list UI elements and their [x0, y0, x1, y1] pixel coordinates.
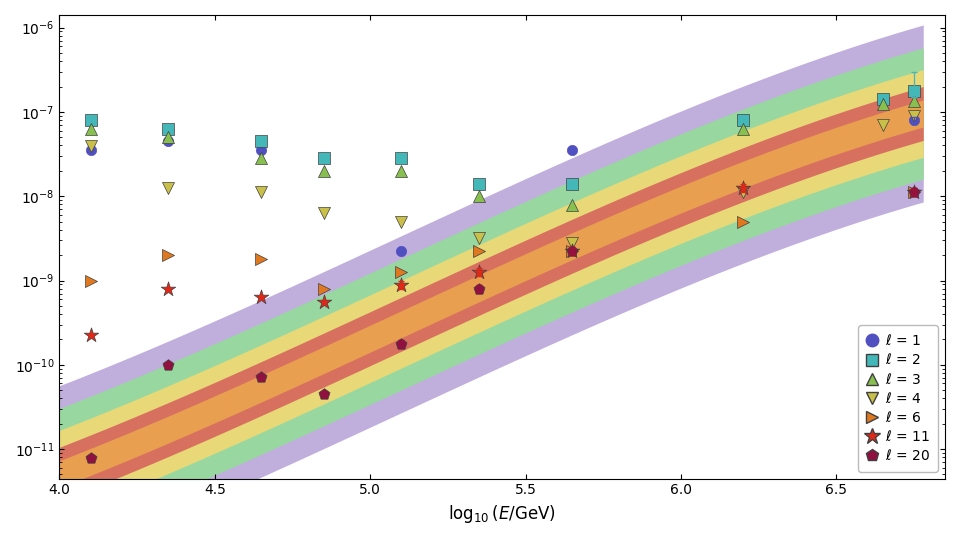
$\ell$ = 20: [906, 188, 922, 197]
$\ell$ = 3: [160, 133, 176, 141]
$\ell$ = 1: [83, 146, 98, 154]
$\ell$ = 4: [394, 217, 409, 226]
$\ell$ = 4: [316, 209, 331, 218]
$\ell$ = 2: [876, 95, 891, 104]
$\ell$ = 4: [735, 188, 751, 197]
$\ell$ = 11: [471, 268, 487, 276]
$\ell$ = 11: [906, 188, 922, 197]
$\ell$ = 1: [906, 116, 922, 125]
$\ell$ = 4: [160, 184, 176, 192]
$\ell$ = 1: [564, 146, 580, 154]
$\ell$ = 3: [876, 99, 891, 108]
$\ell$ = 20: [160, 361, 176, 369]
$\ell$ = 3: [253, 154, 269, 163]
$\ell$ = 4: [471, 234, 487, 242]
$\ell$ = 3: [906, 97, 922, 105]
$\ell$ = 3: [316, 167, 331, 176]
$\ell$ = 11: [160, 285, 176, 293]
$\ell$ = 4: [906, 112, 922, 120]
$\ell$ = 2: [253, 137, 269, 146]
$\ell$ = 11: [316, 297, 331, 306]
$\ell$ = 1: [160, 137, 176, 146]
$\ell$ = 2: [83, 116, 98, 125]
$\ell$ = 6: [471, 247, 487, 255]
$\ell$ = 2: [471, 179, 487, 188]
$\ell$ = 2: [906, 86, 922, 95]
$\ell$ = 6: [906, 188, 922, 197]
$\ell$ = 11: [394, 280, 409, 289]
$\ell$ = 3: [564, 200, 580, 209]
$\ell$ = 6: [735, 217, 751, 226]
$\ell$ = 3: [471, 192, 487, 200]
$\ell$ = 6: [83, 276, 98, 285]
$\ell$ = 1: [253, 146, 269, 154]
$\ell$ = 20: [394, 340, 409, 348]
$\ell$ = 20: [316, 390, 331, 399]
$\ell$ = 4: [253, 188, 269, 197]
$\ell$ = 4: [564, 238, 580, 247]
$\ell$ = 1: [394, 247, 409, 255]
$\ell$ = 11: [83, 331, 98, 340]
$\ell$ = 2: [564, 179, 580, 188]
$\ell$ = 2: [735, 116, 751, 125]
$\ell$ = 6: [394, 268, 409, 276]
$\ell$ = 2: [160, 124, 176, 133]
$\ell$ = 6: [160, 251, 176, 260]
$\ell$ = 6: [316, 285, 331, 293]
$\ell$ = 20: [471, 285, 487, 293]
$\ell$ = 3: [394, 167, 409, 176]
$\ell$ = 6: [253, 255, 269, 264]
$\ell$ = 2: [394, 154, 409, 163]
$\ell$ = 6: [564, 247, 580, 255]
$\ell$ = 3: [735, 124, 751, 133]
$\ell$ = 11: [564, 247, 580, 255]
$\ell$ = 4: [83, 141, 98, 150]
$\ell$ = 3: [83, 124, 98, 133]
$\ell$ = 11: [253, 293, 269, 302]
$\ell$ = 11: [735, 184, 751, 192]
$\ell$ = 20: [564, 247, 580, 255]
X-axis label: $\log_{10}(E/\mathrm{GeV})$: $\log_{10}(E/\mathrm{GeV})$: [448, 503, 556, 525]
Legend: $\ell$ = 1, $\ell$ = 2, $\ell$ = 3, $\ell$ = 4, $\ell$ = 6, $\ell$ = 11, $\ell$ : $\ell$ = 1, $\ell$ = 2, $\ell$ = 3, $\el…: [858, 325, 938, 471]
$\ell$ = 4: [876, 120, 891, 129]
$\ell$ = 20: [253, 373, 269, 382]
$\ell$ = 20: [83, 453, 98, 462]
$\ell$ = 2: [316, 154, 331, 163]
